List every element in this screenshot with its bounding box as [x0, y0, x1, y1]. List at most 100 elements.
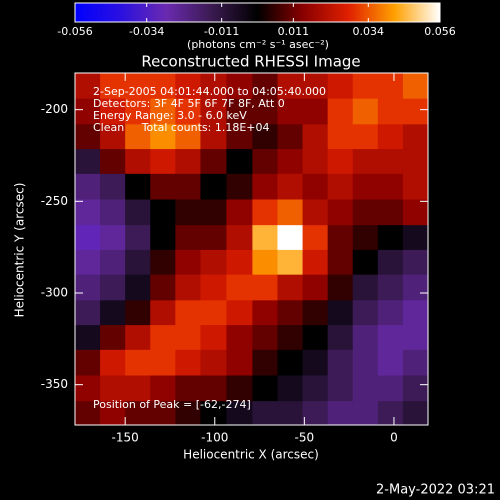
heat-cell [200, 73, 227, 100]
heat-cell [226, 173, 253, 200]
heat-cell [277, 249, 304, 276]
heat-cell [75, 98, 101, 125]
heat-cell [175, 225, 201, 251]
heat-cell [377, 124, 404, 150]
heat-cell [402, 274, 429, 301]
heat-cell [327, 73, 354, 100]
heat-cell [75, 375, 101, 402]
heat-cell [200, 401, 227, 426]
heat-cell [352, 199, 379, 226]
heat-cell [226, 98, 253, 125]
heat-cell [327, 300, 354, 326]
heat-cell [226, 149, 253, 175]
heat-cell [75, 225, 101, 251]
heat-cell [327, 124, 354, 150]
heatmap [75, 73, 429, 426]
heat-cell [125, 173, 151, 200]
heat-cell [100, 349, 126, 376]
heat-cell [150, 249, 176, 276]
heat-cell [252, 325, 278, 351]
heat-cell [352, 375, 379, 402]
heat-cell [125, 300, 151, 326]
heat-cell [377, 249, 404, 276]
heat-cell [377, 73, 404, 100]
heat-cell [352, 225, 379, 251]
heat-cell [75, 173, 101, 200]
heat-cell [175, 73, 201, 100]
heat-cell [175, 199, 201, 226]
heat-cell [252, 98, 278, 125]
heat-cell [327, 325, 354, 351]
heat-cell [402, 149, 429, 175]
heat-cell [150, 149, 176, 175]
heat-cell [150, 401, 176, 426]
heat-cell [100, 249, 126, 276]
heat-cell [150, 173, 176, 200]
heat-cell [277, 274, 304, 301]
heat-cell [352, 173, 379, 200]
y-tick-label: -350 [41, 377, 68, 391]
heat-cell [327, 225, 354, 251]
heat-cell [226, 199, 253, 226]
heat-cell [226, 325, 253, 351]
colorbar-tick-label: -0.034 [129, 25, 164, 38]
heat-cell [200, 349, 227, 376]
heat-cell [125, 124, 151, 150]
heat-cell [200, 249, 227, 276]
heat-cell [352, 149, 379, 175]
heat-cell [302, 325, 329, 351]
x-tick-label: 0 [390, 431, 398, 445]
heat-cell [150, 199, 176, 226]
heat-cell [302, 375, 329, 402]
colorbar-tick-label: -0.011 [204, 25, 239, 38]
annotation: 2-Sep-2005 04:01:44.000 to 04:05:40.000 [93, 85, 326, 98]
heat-cell [402, 98, 429, 125]
heat-cell [377, 349, 404, 376]
heat-cell [200, 98, 227, 125]
heat-cell [277, 98, 304, 125]
heat-cell [377, 173, 404, 200]
heat-cell [352, 274, 379, 301]
x-tick-label: -50 [295, 431, 315, 445]
heat-cell [175, 274, 201, 301]
heat-cell [377, 300, 404, 326]
heat-cell [150, 73, 176, 100]
heat-cell [327, 349, 354, 376]
heat-cell [125, 149, 151, 175]
heat-cell [226, 300, 253, 326]
heat-cell [402, 349, 429, 376]
colorbar [74, 2, 441, 23]
heat-cell [100, 173, 126, 200]
heat-cell [125, 199, 151, 226]
heat-cell [277, 199, 304, 226]
heat-cell [402, 173, 429, 200]
heat-cell [402, 199, 429, 226]
heat-cell [277, 349, 304, 376]
heat-cell [252, 73, 278, 100]
heat-cell [402, 73, 429, 100]
heat-cell [100, 375, 126, 402]
heat-cell [75, 199, 101, 226]
heat-cell [252, 274, 278, 301]
annotation: Energy Range: 3.0 - 6.0 keV [93, 109, 247, 122]
heat-cell [125, 274, 151, 301]
y-tick-label: -200 [41, 102, 68, 116]
heat-cell [125, 249, 151, 276]
heat-cell [302, 249, 329, 276]
heat-cell [100, 199, 126, 226]
heat-cell [125, 225, 151, 251]
heat-cell [327, 401, 354, 426]
heat-cell [352, 325, 379, 351]
heat-cell [277, 401, 304, 426]
heat-cell [302, 124, 329, 150]
heat-cell [402, 401, 429, 426]
heat-cell [352, 124, 379, 150]
heat-cell [200, 199, 227, 226]
heat-cell [200, 149, 227, 175]
heat-cell [75, 401, 101, 426]
heat-cell [75, 249, 101, 276]
heat-cell [150, 300, 176, 326]
heat-cell [302, 149, 329, 175]
heat-cell [100, 401, 126, 426]
